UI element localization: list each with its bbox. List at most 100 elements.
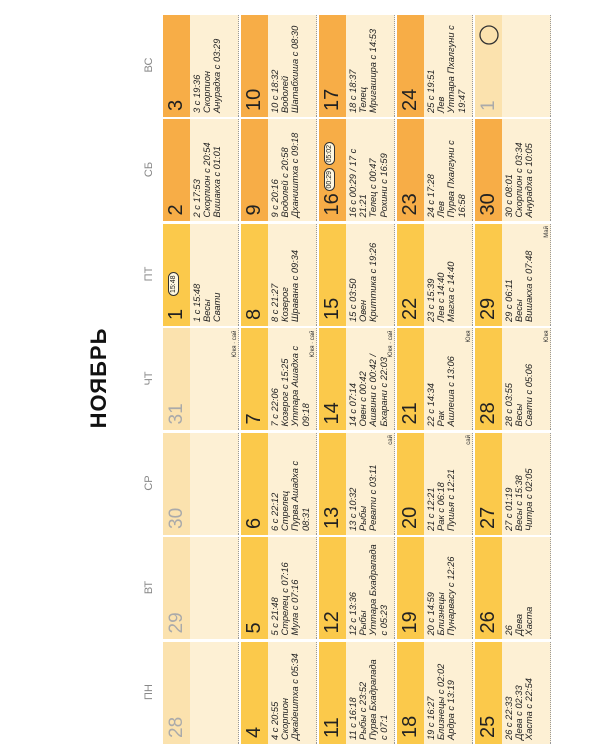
day-cell: 1 15:48 1 с 15:48 Весы Свати <box>163 224 239 326</box>
day-cell: 19 20 с 14:59 Близнецы Пунарвасу с 12:26 <box>397 537 473 640</box>
day-info: 4 с 20:55 Скорпион Джайештха с 05:34 <box>268 642 317 744</box>
day-strip: 13 <box>319 433 346 535</box>
time-badge: 15:48 <box>168 272 179 296</box>
day-strip: 9 <box>241 119 268 222</box>
day-info: 26 с 22:33 Дева с 02:33 Хаста с 22:54 <box>502 642 551 744</box>
moon-icon <box>480 241 498 250</box>
day-strip: 3 <box>163 15 190 117</box>
day-cell: 27 27 с 01:19 Весы с 15:38 Читра с 02:05 <box>475 433 551 535</box>
day-cell: 10 10 с 18:32 Водолей Шатабхиша с 08:30 <box>241 15 317 117</box>
day-strip: 21 <box>397 328 424 431</box>
info-line: 4 с 20:55 <box>270 701 280 740</box>
moon-icon <box>324 659 342 668</box>
day-cell: 21 22 с 14:34 Рак Ашлеша с 13:06 Юкя <box>397 328 473 431</box>
moon-icon <box>402 450 420 459</box>
info-line: Криттика с 19:26 <box>368 242 379 322</box>
weekday-label: ПТ <box>143 266 155 282</box>
info-line: 14 с 07:14 <box>348 383 358 427</box>
info-line: 7 с 22:06 <box>270 388 280 427</box>
day-strip: 15 <box>319 224 346 326</box>
day-info: 30 с 08:01 Скорпион с 03:34 Анурадха с 10:… <box>502 119 551 222</box>
day-cell: 20 21 с 12:21 Рак с 06:18 Пушья с 12:21 сай <box>397 433 473 535</box>
day-info: 23 с 15:39 Лев с 14:40 Магха с 14:40 <box>424 224 473 326</box>
day-cell: 17 18 с 18:37 Телец Мригашира с 14:53 <box>319 15 395 117</box>
info-line: 19 с 16:27 <box>426 696 436 740</box>
time-badge: 00:29 <box>324 167 335 192</box>
day-strip: 24 <box>397 15 424 117</box>
day-info: 20 с 14:59 Близнецы Пунарвасу с 12:26 <box>424 537 473 640</box>
info-line: Весы с 15:38 <box>514 475 525 531</box>
day-number: 16 <box>321 193 343 216</box>
day-info: 5 с 21:48 Стрелец с 07:16 Мула с 07:16 <box>268 537 317 640</box>
day-cell: 14 14 с 07:14 Овен с 00:42 Ашвини с 00:42 /… <box>319 328 395 431</box>
moon-icon <box>246 32 264 41</box>
info-line: Скорпион с 20:54 <box>202 142 213 218</box>
info-line: Скорпион с 03:34 <box>514 142 525 218</box>
info-line: Пунарвасу с 12:26 <box>446 556 457 636</box>
day-note: Юкя <box>544 330 550 343</box>
day-strip: 12 <box>319 537 346 640</box>
day-info: 6 с 22:12 Стрелец Пурва Ашадха с 08:31 <box>268 433 317 535</box>
moon-icon <box>480 659 498 668</box>
info-line: Овен с 00:42 <box>358 371 369 427</box>
info-line: 16 с 00:29 / 17 с <box>348 148 358 218</box>
moon-icon <box>480 450 498 459</box>
day-strip: 6 <box>241 433 268 535</box>
info-line: Лев <box>436 96 447 113</box>
info-line: Лев <box>436 201 447 218</box>
moon-icon <box>168 659 186 668</box>
day-strip: 7 <box>241 328 268 431</box>
info-line: Уттара Пхалгуни с <box>446 25 457 113</box>
moon-icon <box>246 554 264 564</box>
moon-icon <box>168 136 186 146</box>
info-line: 12 с 13:36 <box>348 592 358 636</box>
info-line: Рыбы <box>358 505 369 531</box>
moon-icon <box>324 32 342 41</box>
weekday-label: ЧТ <box>143 371 155 386</box>
day-number: 28 <box>477 402 499 425</box>
info-line: Читра с 02:05 <box>524 468 535 532</box>
info-line: 5 с 21:48 <box>270 597 280 636</box>
day-number: 3 <box>165 99 187 111</box>
day-cell: 26 26 Дева Хаста <box>475 537 551 640</box>
day-note: Юкя <box>466 330 472 343</box>
day-strip: 4 <box>241 642 268 744</box>
day-cell: 25 26 с 22:33 Дева с 02:33 Хаста с 22:54 <box>475 642 551 744</box>
day-cell: 23 24 с 17:28 Лев Пурва Пхалгуни с 16:58 <box>397 119 473 222</box>
info-line: Анурадха с 03:29 <box>212 38 223 113</box>
info-line: Скорпион <box>280 697 291 740</box>
day-number: 29 <box>166 612 187 634</box>
day-strip: 11 <box>319 642 346 744</box>
day-number: 9 <box>243 204 265 216</box>
info-line: Пурва Бхадрапада <box>368 659 379 740</box>
day-note: Юкя · сай <box>232 330 238 358</box>
weekday-label: СР <box>143 475 155 491</box>
weekday-label: ПН <box>143 684 155 700</box>
day-strip: 1 15:48 <box>163 224 190 326</box>
info-line: Весы <box>514 299 525 322</box>
day-number: 13 <box>321 506 343 529</box>
day-info: 22 с 14:34 Рак Ашлеша с 13:06 <box>424 328 473 431</box>
info-line: 20 с 14:59 <box>426 592 436 636</box>
day-info: 1 с 15:48 Весы Свати <box>190 224 239 326</box>
info-line: 28 с 03:55 <box>504 383 514 427</box>
day-info: 11 с 16:18 Рыбы с 23:52 Пурва Бхадрапада с … <box>346 642 395 744</box>
info-line: Дева <box>514 613 525 636</box>
day-number: 22 <box>399 297 421 320</box>
day-number: 2 <box>165 204 187 216</box>
info-line: 16:58 <box>456 194 467 218</box>
info-line: Козерог <box>280 287 291 322</box>
day-strip: 26 <box>475 537 502 640</box>
info-line: Телец <box>358 87 369 113</box>
info-line: 22 с 14:34 <box>426 383 436 427</box>
day-cell: 15 15 с 03:50 Овен Криттика с 19:26 <box>319 224 395 326</box>
info-line: Дева с 02:33 <box>514 685 525 740</box>
info-line: Близнецы с 02:02 <box>436 663 447 740</box>
day-note: Юкя · сай <box>388 330 394 358</box>
day-strip: 20 <box>397 433 424 535</box>
day-info: 8 с 21:27 Козерог Шравана с 09:34 <box>268 224 317 326</box>
info-line: Пушья с 12:21 <box>446 468 457 531</box>
